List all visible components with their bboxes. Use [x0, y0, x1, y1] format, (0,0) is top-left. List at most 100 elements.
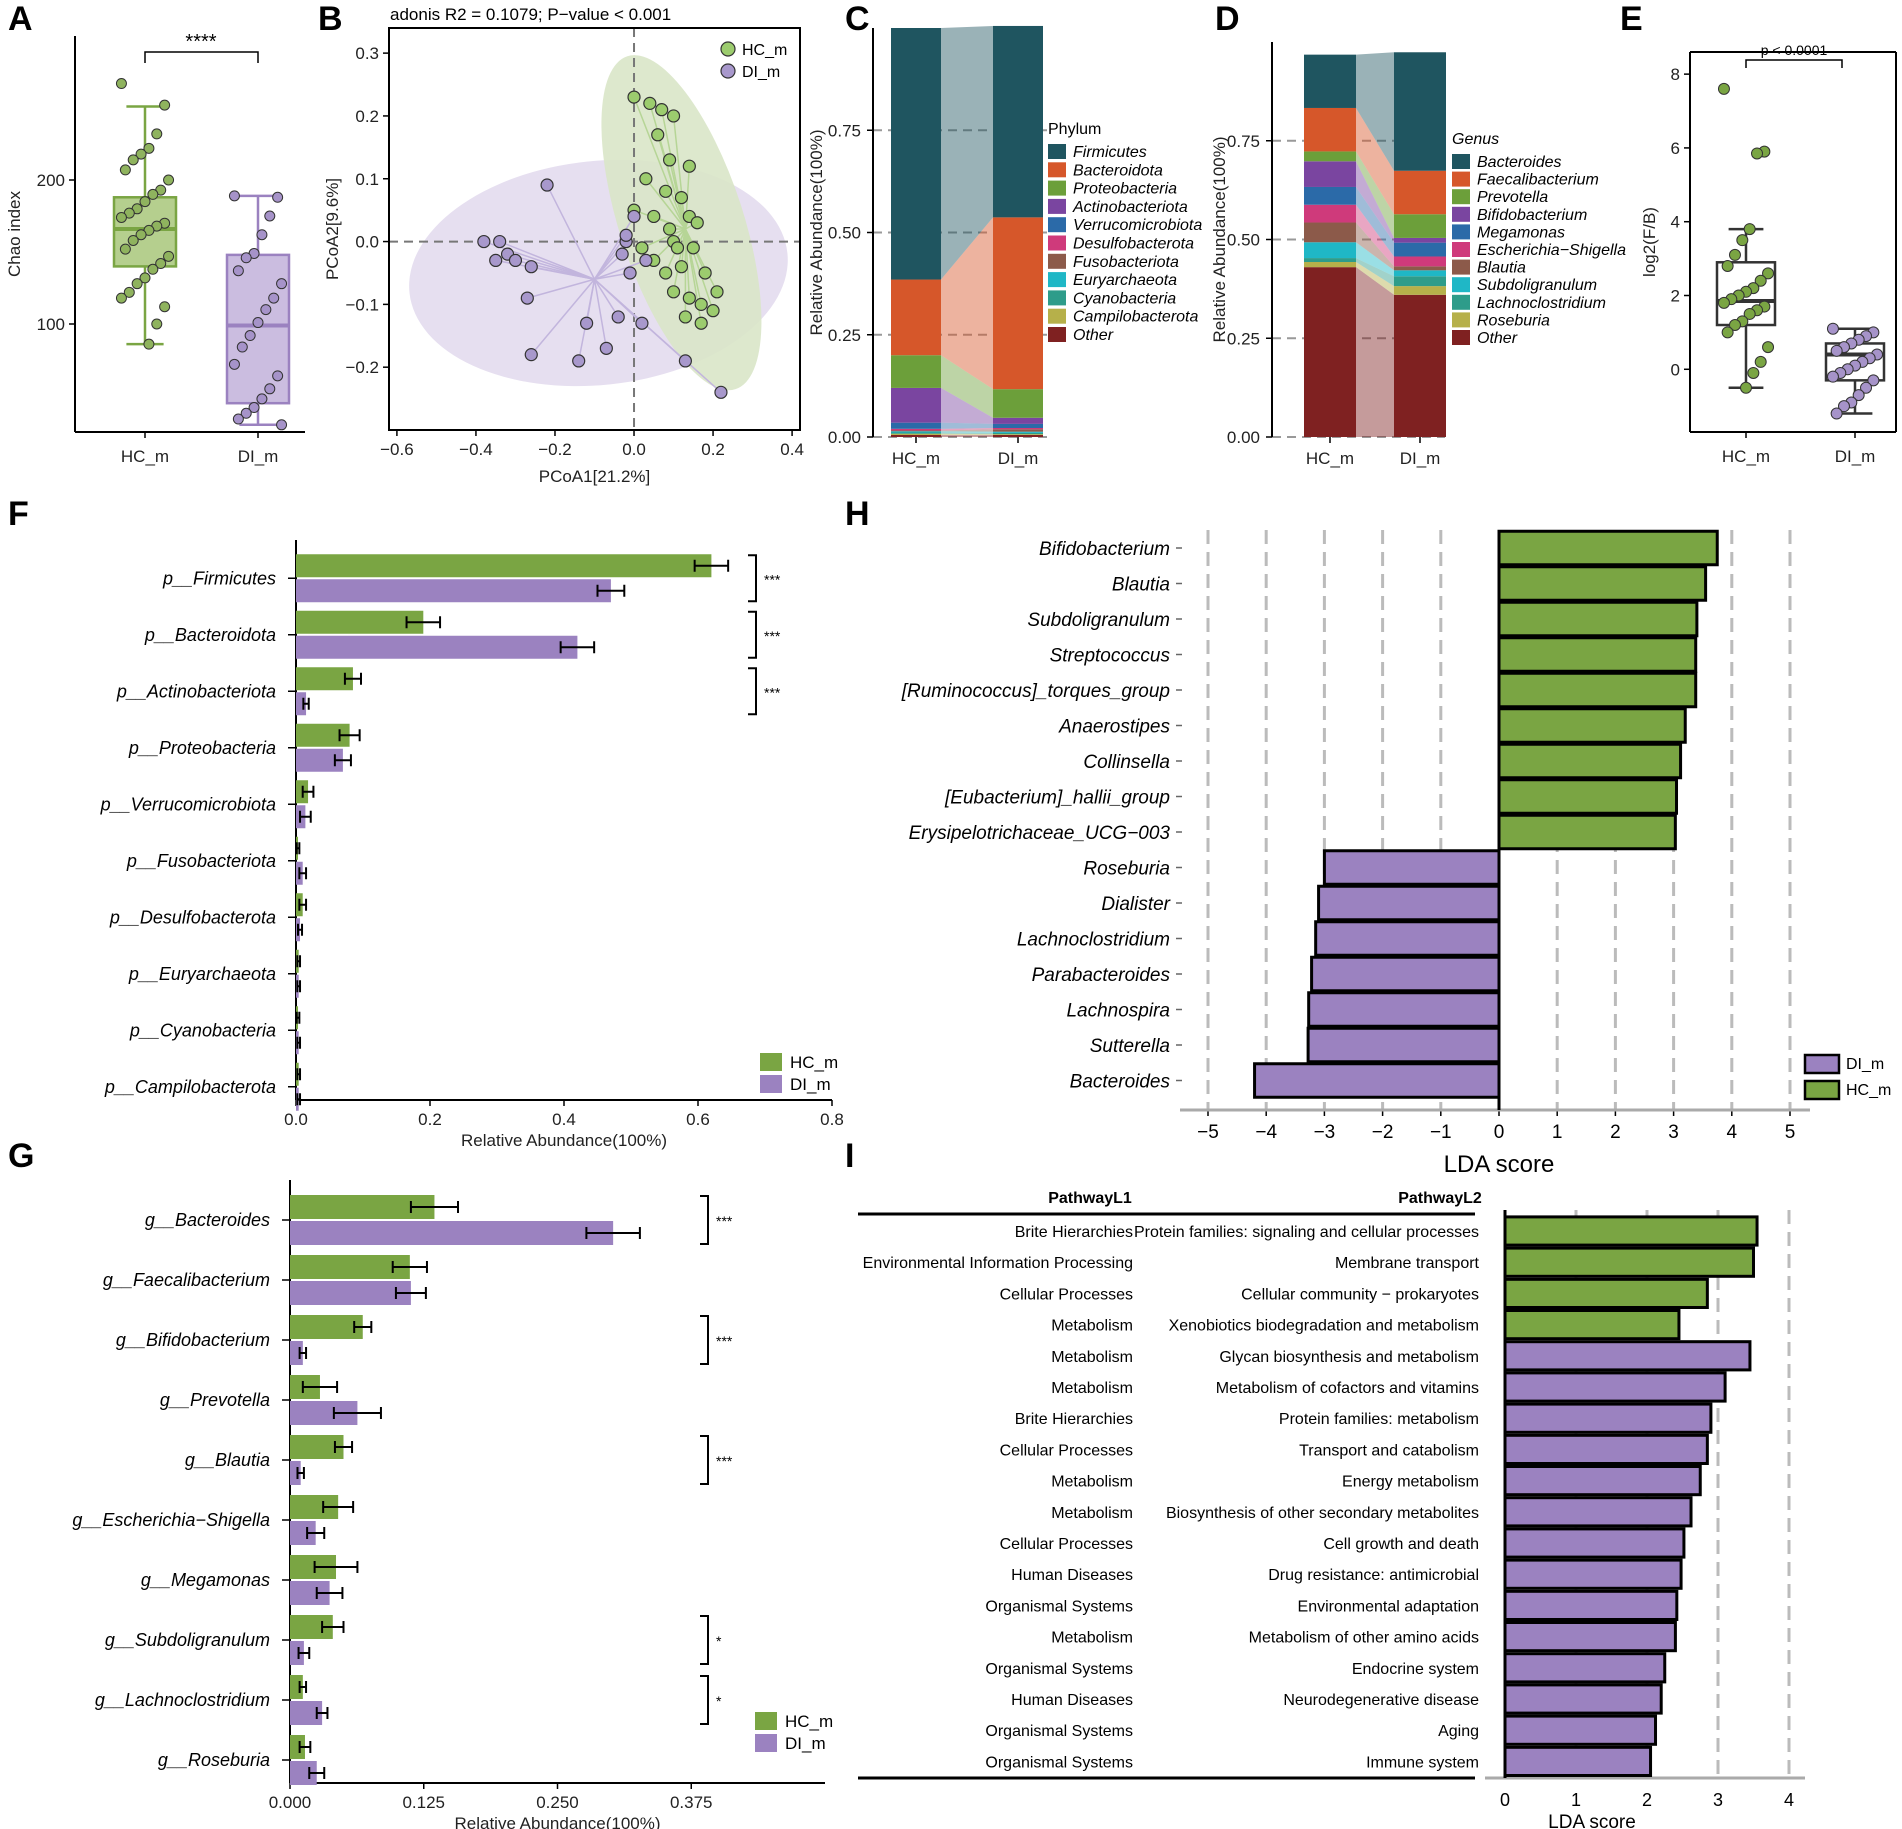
pathway-l1-label: Human Diseases	[1011, 1567, 1133, 1584]
data-point	[115, 211, 127, 223]
pathway-l1-label: Organismal Systems	[985, 1598, 1133, 1615]
data-point	[252, 317, 264, 329]
legend-swatch-Other	[1048, 327, 1066, 342]
flow-band-Roseburia	[1356, 262, 1394, 295]
segment-Bacteroidota-HC_m	[891, 279, 941, 356]
category-label: g__Bacteroides	[145, 1210, 270, 1230]
data-point	[119, 243, 131, 255]
bar-HC_m	[296, 610, 424, 634]
legend-label-Subdoligranulum: Subdoligranulum	[1477, 277, 1597, 294]
data-point	[260, 304, 272, 316]
pathway-bar	[1503, 1402, 1713, 1434]
spider-line	[483, 240, 595, 280]
category-label: Collinsella	[1083, 752, 1170, 773]
legend-label-Euryarchaeota: Euryarchaeota	[1073, 272, 1177, 289]
legend-swatch-DI_m	[720, 63, 736, 79]
legend-label-Faecalibacterium: Faecalibacterium	[1477, 172, 1599, 189]
flow-band-Cyanobacteria	[941, 432, 993, 435]
data-point	[1826, 370, 1839, 383]
scatter-point-HC_m	[655, 103, 669, 117]
segment-Prevotella-DI_m	[1394, 214, 1446, 238]
spider-line	[527, 278, 595, 299]
data-point	[1860, 381, 1873, 394]
segment-Campilobacterota-HC_m	[891, 433, 941, 435]
segment-Actinobacteriota-DI_m	[993, 417, 1043, 424]
lda-bar	[1317, 884, 1501, 922]
pathway-l1-label: Metabolism	[1051, 1474, 1133, 1491]
y-tick-label: 0	[1671, 360, 1680, 379]
data-point	[135, 229, 147, 241]
data-point	[1728, 248, 1741, 261]
legend-label-Blautia: Blautia	[1477, 260, 1526, 277]
data-point	[1717, 296, 1730, 309]
legend-swatch-Bacteroides	[1452, 154, 1470, 169]
lda-bar	[1497, 707, 1687, 744]
flow-band-Desulfobacterota	[941, 428, 993, 431]
x-tick-label: 1	[1552, 1122, 1563, 1143]
scatter-point-HC_m	[670, 241, 685, 255]
scatter-point-DI_m	[678, 354, 692, 368]
segment-Cyanobacteria-HC_m	[891, 432, 941, 434]
pathway-l2-label: Metabolism of cofactors and vitamins	[1216, 1380, 1479, 1397]
data-point	[1762, 267, 1775, 280]
pathway-bar	[1503, 1589, 1679, 1622]
panel-f-phylum-bars: 0.0 0.2 0.4 0.6 0.8 Relative Abundance(100%) p…	[100, 540, 844, 1150]
segment-Subdoligranulum-HC_m	[1304, 242, 1356, 259]
scatter-point-HC_m	[647, 209, 661, 224]
scatter-point-HC_m	[710, 285, 724, 299]
panel-letter-a: A	[8, 0, 33, 38]
lda-bar	[1497, 529, 1719, 567]
panel-letter-e: E	[1620, 0, 1643, 38]
pathway-l1-label: Metabolism	[1051, 1318, 1133, 1335]
pathway-l2-label: Environmental adaptation	[1298, 1598, 1479, 1615]
x-axis-label: LDA score	[1444, 1151, 1555, 1178]
flow-band-Subdoligranulum	[1356, 242, 1394, 277]
pathway-l1-label: Organismal Systems	[985, 1661, 1133, 1678]
category-label: [Eubacterium]_hallii_group	[944, 788, 1170, 809]
x-tick-label: 0	[1500, 1790, 1510, 1810]
legend-swatch-Actinobacteriota	[1048, 198, 1066, 214]
legend-swatch-Firmicutes	[1048, 144, 1066, 159]
x-tick-label: 1	[1571, 1790, 1581, 1810]
x-tick-label: 0.375	[670, 1793, 713, 1812]
pathway-l2-label: Metabolism of other amino acids	[1249, 1630, 1479, 1647]
pathway-l2-label: Protein families: metabolism	[1279, 1411, 1479, 1428]
significance-bracket	[1745, 59, 1843, 68]
x-tick-label: 0.2	[418, 1110, 442, 1129]
y-tick-label: 0.2	[355, 107, 379, 126]
data-point	[268, 292, 280, 304]
segment-Lachnoclostridium-HC_m	[1304, 258, 1356, 263]
category-label: Roseburia	[1083, 859, 1170, 880]
legend-label-DI_m: DI_m	[742, 64, 780, 81]
legend-label-Megamonas: Megamonas	[1477, 224, 1565, 241]
significance-bracket	[700, 1195, 709, 1245]
data-point	[1837, 400, 1850, 413]
scatter-point-HC_m	[706, 304, 720, 318]
spider-line	[531, 265, 595, 280]
data-point	[159, 301, 171, 313]
category-label: Anaerostipes	[1058, 717, 1170, 738]
significance-label: ***	[764, 571, 781, 587]
y-tick-label: 0.0	[355, 233, 379, 252]
data-point	[1743, 307, 1756, 320]
scatter-point-HC_m	[690, 216, 704, 230]
lda-bar	[1253, 1062, 1501, 1099]
data-point	[1721, 259, 1734, 272]
scatter-point-DI_m	[572, 354, 586, 368]
legend-swatch-HC_m	[1803, 1079, 1841, 1101]
pathway-bar	[1503, 1621, 1677, 1653]
segment-Fusobacteriota-DI_m	[993, 429, 1043, 432]
x-tick-label: 4	[1727, 1122, 1738, 1143]
legend-label-Cyanobacteria: Cyanobacteria	[1073, 290, 1176, 307]
scatter-point-DI_m	[477, 234, 491, 249]
data-point	[127, 234, 139, 246]
y-axis-label: log2(F/B)	[1640, 207, 1659, 277]
plot-frame	[388, 27, 801, 431]
data-point	[264, 383, 276, 395]
spider-line	[499, 240, 595, 280]
segment-Campilobacterota-DI_m	[993, 434, 1043, 435]
legend-swatch-Fusobacteriota	[1048, 253, 1066, 269]
data-point	[232, 265, 244, 277]
y-axis-label: Relative Abundance(100%)	[1210, 136, 1229, 342]
legend-label-Prevotella: Prevotella	[1477, 189, 1548, 206]
